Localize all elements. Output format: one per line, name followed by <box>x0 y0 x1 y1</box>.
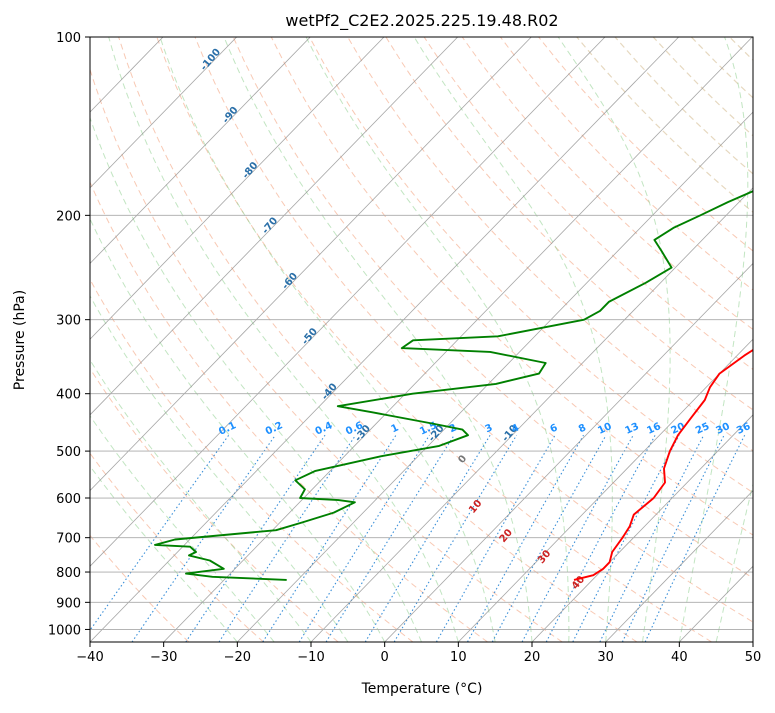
y-tick-label: 400 <box>56 388 81 403</box>
x-tick-label: 50 <box>745 650 762 665</box>
x-tick-label: 30 <box>597 650 614 665</box>
x-tick-label: 40 <box>671 650 688 665</box>
y-tick-label: 600 <box>56 492 81 507</box>
x-tick-label: −40 <box>76 650 103 665</box>
y-tick-label: 1000 <box>48 623 81 638</box>
x-tick-label: 10 <box>450 650 467 665</box>
y-tick-label: 800 <box>56 566 81 581</box>
x-tick-label: 20 <box>524 650 541 665</box>
y-tick-label: 900 <box>56 596 81 611</box>
x-tick-label: −10 <box>297 650 324 665</box>
y-tick-label: 200 <box>56 209 81 224</box>
x-tick-label: 0 <box>381 650 389 665</box>
chart-title: wetPf2_C2E2.2025.225.19.48.R02 <box>285 11 558 31</box>
x-axis-label: Temperature (°C) <box>361 681 483 697</box>
x-tick-label: −20 <box>224 650 251 665</box>
y-tick-label: 500 <box>56 445 81 460</box>
y-axis-label: Pressure (hPa) <box>12 290 28 390</box>
y-tick-label: 100 <box>56 31 81 46</box>
y-tick-label: 300 <box>56 314 81 329</box>
x-tick-label: −30 <box>150 650 177 665</box>
y-tick-label: 700 <box>56 532 81 547</box>
